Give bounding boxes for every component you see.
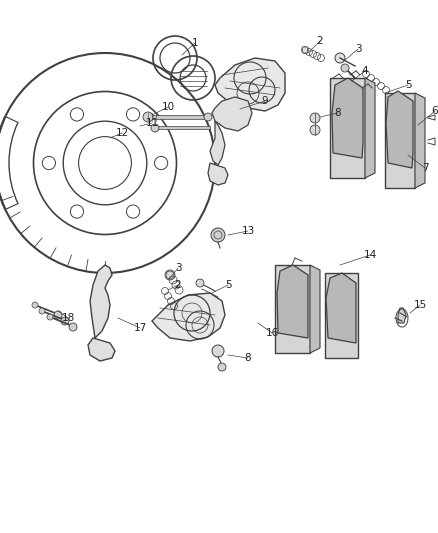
Circle shape bbox=[204, 113, 212, 121]
Polygon shape bbox=[215, 58, 285, 111]
Polygon shape bbox=[275, 265, 310, 353]
Text: 7: 7 bbox=[422, 163, 428, 173]
Text: 15: 15 bbox=[413, 300, 427, 310]
Text: 9: 9 bbox=[261, 96, 268, 106]
Circle shape bbox=[32, 302, 38, 308]
Circle shape bbox=[61, 317, 69, 325]
Text: 8: 8 bbox=[335, 108, 341, 118]
Text: 16: 16 bbox=[265, 328, 279, 338]
Circle shape bbox=[335, 53, 345, 63]
Circle shape bbox=[196, 279, 204, 287]
Text: 6: 6 bbox=[432, 106, 438, 116]
Circle shape bbox=[310, 113, 320, 123]
Text: 5: 5 bbox=[225, 280, 231, 290]
Polygon shape bbox=[152, 293, 225, 341]
Polygon shape bbox=[326, 273, 356, 343]
Text: 2: 2 bbox=[317, 36, 323, 46]
Polygon shape bbox=[302, 47, 308, 53]
Text: 3: 3 bbox=[175, 263, 181, 273]
Polygon shape bbox=[88, 338, 115, 361]
Polygon shape bbox=[332, 78, 363, 158]
Polygon shape bbox=[210, 121, 225, 165]
Text: 13: 13 bbox=[241, 226, 254, 236]
Polygon shape bbox=[398, 308, 406, 323]
Polygon shape bbox=[148, 115, 208, 119]
Text: 5: 5 bbox=[405, 80, 411, 90]
Text: 8: 8 bbox=[245, 353, 251, 363]
Text: 3: 3 bbox=[355, 44, 361, 54]
Circle shape bbox=[218, 363, 226, 371]
Text: 17: 17 bbox=[134, 323, 147, 333]
Circle shape bbox=[341, 64, 349, 72]
Circle shape bbox=[151, 124, 159, 132]
Circle shape bbox=[47, 314, 53, 320]
Text: 18: 18 bbox=[61, 313, 74, 323]
Polygon shape bbox=[325, 273, 358, 358]
Circle shape bbox=[211, 228, 225, 242]
Circle shape bbox=[143, 112, 153, 122]
Polygon shape bbox=[415, 93, 425, 188]
Circle shape bbox=[165, 270, 175, 280]
Text: 14: 14 bbox=[364, 250, 377, 260]
Text: 10: 10 bbox=[162, 102, 175, 112]
Polygon shape bbox=[155, 126, 210, 129]
Text: 2: 2 bbox=[175, 280, 181, 290]
Polygon shape bbox=[330, 78, 365, 178]
Polygon shape bbox=[208, 163, 228, 185]
Polygon shape bbox=[385, 93, 415, 188]
Polygon shape bbox=[277, 265, 308, 338]
Polygon shape bbox=[386, 91, 413, 168]
Text: 12: 12 bbox=[115, 128, 129, 138]
Text: 4: 4 bbox=[362, 66, 368, 76]
Circle shape bbox=[54, 311, 62, 319]
Text: 1: 1 bbox=[192, 38, 198, 48]
Circle shape bbox=[39, 308, 45, 314]
Polygon shape bbox=[365, 78, 375, 178]
Polygon shape bbox=[212, 97, 252, 131]
Circle shape bbox=[69, 323, 77, 331]
Circle shape bbox=[212, 345, 224, 357]
Polygon shape bbox=[90, 265, 112, 338]
Polygon shape bbox=[310, 265, 320, 353]
Circle shape bbox=[310, 125, 320, 135]
Text: 11: 11 bbox=[145, 118, 159, 128]
